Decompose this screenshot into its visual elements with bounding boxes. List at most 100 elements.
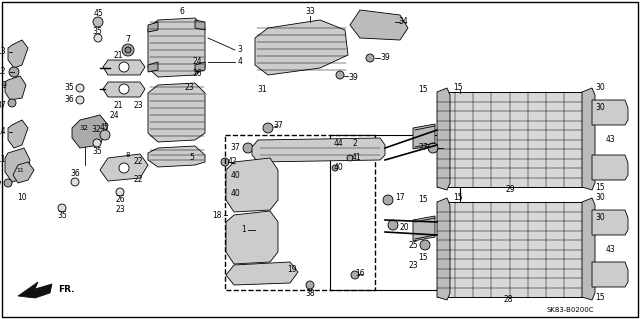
Text: 39: 39	[348, 73, 358, 83]
Polygon shape	[195, 62, 205, 72]
Text: 7: 7	[125, 35, 131, 44]
Text: 44: 44	[333, 138, 343, 147]
Text: 22: 22	[133, 175, 143, 184]
Text: 29: 29	[505, 186, 515, 195]
Polygon shape	[226, 211, 278, 264]
Text: 36: 36	[64, 95, 74, 105]
Text: 43: 43	[605, 246, 615, 255]
Circle shape	[388, 220, 398, 230]
Text: 40: 40	[230, 189, 240, 197]
Circle shape	[71, 178, 79, 186]
Text: 37: 37	[0, 181, 2, 189]
Text: 35: 35	[64, 84, 74, 93]
Text: 40: 40	[230, 170, 240, 180]
Circle shape	[4, 179, 12, 187]
Bar	[437, 92, 582, 187]
Text: 23: 23	[184, 84, 194, 93]
Polygon shape	[13, 162, 34, 183]
Text: 32: 32	[79, 125, 88, 131]
Circle shape	[306, 281, 314, 289]
Text: 23: 23	[408, 261, 418, 270]
Text: 19: 19	[287, 265, 297, 275]
Circle shape	[428, 143, 438, 153]
Text: 18: 18	[212, 211, 222, 219]
Text: 28: 28	[503, 295, 513, 305]
Polygon shape	[413, 216, 435, 241]
Polygon shape	[350, 10, 408, 40]
Circle shape	[119, 84, 129, 94]
Text: 30: 30	[595, 103, 605, 113]
Text: 17: 17	[395, 194, 404, 203]
Text: 27: 27	[419, 144, 428, 152]
Text: 9: 9	[1, 80, 6, 90]
Polygon shape	[148, 83, 205, 142]
Polygon shape	[226, 262, 298, 285]
Polygon shape	[592, 262, 628, 287]
Polygon shape	[100, 154, 148, 181]
Circle shape	[243, 188, 253, 198]
Text: 6: 6	[180, 8, 184, 17]
Circle shape	[125, 47, 131, 53]
Polygon shape	[226, 158, 278, 212]
Polygon shape	[252, 138, 385, 162]
Polygon shape	[582, 198, 595, 300]
Text: 25: 25	[408, 241, 418, 249]
Text: 1: 1	[241, 226, 246, 234]
Text: FR.: FR.	[58, 286, 74, 294]
Text: SK83-B0200C: SK83-B0200C	[547, 307, 594, 313]
Text: 45: 45	[100, 122, 110, 131]
Text: 41: 41	[351, 153, 361, 162]
Text: 37: 37	[0, 100, 6, 109]
Circle shape	[336, 71, 344, 79]
Text: 30: 30	[595, 84, 605, 93]
Polygon shape	[5, 148, 30, 182]
Text: 38: 38	[305, 288, 315, 298]
Circle shape	[94, 34, 102, 42]
Text: 3: 3	[237, 46, 243, 55]
Circle shape	[9, 67, 19, 77]
Polygon shape	[592, 155, 628, 180]
Text: 21: 21	[113, 100, 123, 109]
Text: 34: 34	[398, 18, 408, 26]
Polygon shape	[8, 120, 28, 148]
Text: 36: 36	[70, 169, 80, 179]
Circle shape	[58, 204, 66, 212]
Polygon shape	[72, 115, 108, 148]
Circle shape	[263, 123, 273, 133]
Text: 21: 21	[113, 50, 123, 60]
Text: 10: 10	[17, 192, 27, 202]
Polygon shape	[592, 210, 628, 235]
Circle shape	[332, 165, 338, 171]
Text: 15: 15	[595, 183, 605, 192]
Circle shape	[383, 195, 393, 205]
Polygon shape	[148, 18, 205, 77]
Text: 11: 11	[0, 155, 6, 165]
Polygon shape	[148, 62, 158, 72]
Text: 37: 37	[230, 144, 240, 152]
Circle shape	[347, 155, 353, 161]
Circle shape	[76, 96, 84, 104]
Polygon shape	[195, 20, 205, 30]
Text: 15: 15	[419, 254, 428, 263]
Circle shape	[366, 54, 374, 62]
Circle shape	[93, 139, 101, 147]
Text: 15: 15	[419, 196, 428, 204]
Text: 26: 26	[115, 196, 125, 204]
Text: 35: 35	[57, 211, 67, 220]
Text: 40: 40	[333, 164, 343, 173]
Text: 23: 23	[115, 205, 125, 214]
Text: 15: 15	[419, 85, 428, 94]
Text: 15: 15	[453, 192, 463, 202]
Polygon shape	[103, 60, 145, 75]
Text: 22: 22	[133, 158, 143, 167]
Circle shape	[8, 99, 16, 107]
Text: 2: 2	[353, 138, 357, 147]
Polygon shape	[413, 124, 435, 149]
Text: 43: 43	[605, 136, 615, 145]
Circle shape	[119, 163, 129, 173]
Polygon shape	[103, 82, 145, 97]
Text: 33: 33	[305, 8, 315, 17]
Text: 24: 24	[193, 57, 202, 66]
Text: 31: 31	[257, 85, 267, 94]
Text: 14: 14	[0, 128, 6, 137]
